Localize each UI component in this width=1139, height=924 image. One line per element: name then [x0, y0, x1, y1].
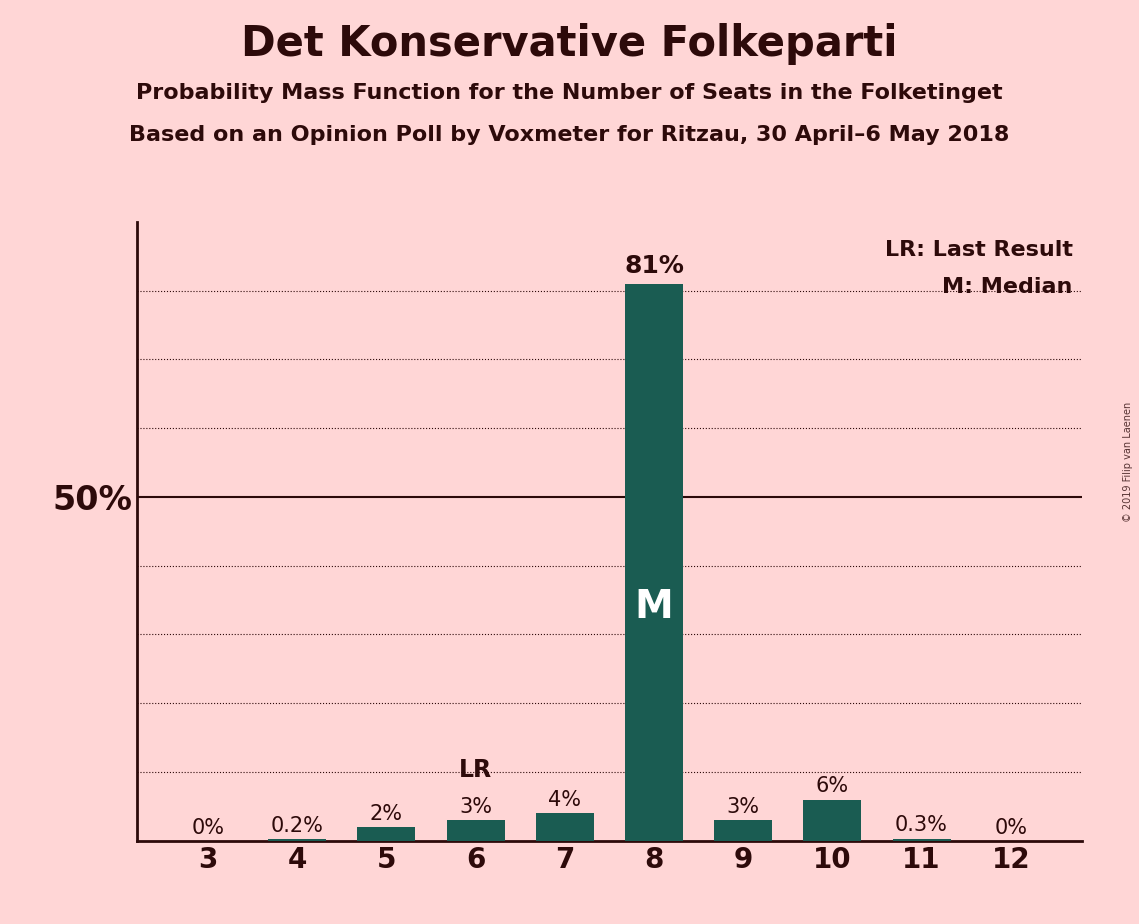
Text: Det Konservative Folkeparti: Det Konservative Folkeparti: [241, 23, 898, 65]
Bar: [893, 839, 951, 841]
Text: 2%: 2%: [370, 804, 403, 823]
Bar: [446, 821, 505, 841]
Bar: [535, 813, 593, 841]
Text: 81%: 81%: [624, 254, 683, 278]
Text: 3%: 3%: [459, 796, 492, 817]
Bar: [714, 821, 772, 841]
Text: 0.3%: 0.3%: [895, 815, 948, 835]
Text: LR: LR: [459, 759, 492, 783]
Bar: [358, 827, 416, 841]
Text: 0.2%: 0.2%: [271, 816, 323, 836]
Text: M: Median: M: Median: [942, 277, 1073, 298]
Text: Based on an Opinion Poll by Voxmeter for Ritzau, 30 April–6 May 2018: Based on an Opinion Poll by Voxmeter for…: [130, 125, 1009, 145]
Text: 4%: 4%: [548, 790, 581, 809]
Text: 0%: 0%: [994, 818, 1027, 838]
Text: 3%: 3%: [727, 796, 760, 817]
Text: 6%: 6%: [816, 776, 849, 796]
Text: Probability Mass Function for the Number of Seats in the Folketinget: Probability Mass Function for the Number…: [137, 83, 1002, 103]
Bar: [625, 284, 683, 841]
Bar: [803, 799, 861, 841]
Bar: [268, 840, 326, 841]
Text: © 2019 Filip van Laenen: © 2019 Filip van Laenen: [1123, 402, 1133, 522]
Text: M: M: [634, 588, 673, 626]
Text: LR: Last Result: LR: Last Result: [885, 240, 1073, 261]
Text: 0%: 0%: [191, 818, 224, 838]
